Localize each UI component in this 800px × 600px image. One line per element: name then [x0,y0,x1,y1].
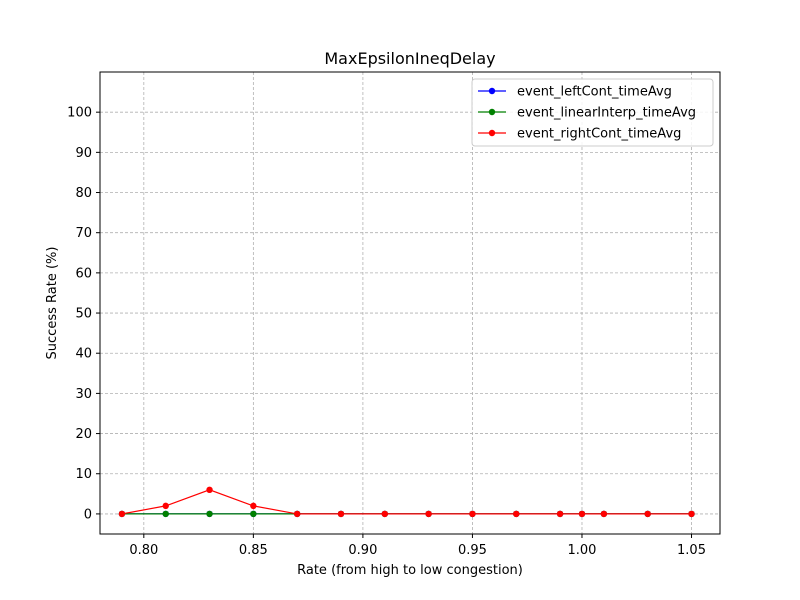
data-point [556,510,564,518]
data-point [206,486,213,494]
x-tick-label: 0.80 [129,543,158,558]
legend-marker [488,108,496,116]
y-tick-label: 60 [75,266,92,281]
y-tick-label: 40 [75,347,92,362]
x-axis: 0.80 0.85 0.90 0.95 1.00 1.05 [129,534,706,558]
data-point [162,510,169,518]
data-point [293,510,301,518]
plot-frame [99,71,721,535]
data-point [250,502,257,510]
y-tick-label: 10 [75,467,92,482]
legend-label: event_rightCont_timeAvg [517,127,681,142]
legend-entry: event_leftCont_timeAvg [478,85,672,100]
x-tick-label: 0.95 [458,543,487,558]
data-point [425,510,432,518]
data-point [600,510,608,518]
legend: event_leftCont_timeAvg event_linearInterp… [471,78,714,147]
data-point [644,510,651,518]
grid-lines [100,72,720,534]
data-point [337,510,345,518]
data-point [578,510,586,518]
y-tick-label: 20 [75,427,92,442]
legend-label: event_leftCont_timeAvg [517,85,672,100]
y-axis-label: Success Rate (%) [45,247,60,360]
data-point [162,502,169,510]
legend-marker [488,87,496,95]
y-tick-label: 50 [75,307,92,322]
x-tick-label: 0.85 [239,543,268,558]
y-tick-label: 100 [67,106,92,121]
x-tick-label: 1.05 [677,543,706,558]
legend-label: event_linearInterp_timeAvg [517,106,696,121]
data-point [381,510,389,518]
legend-entry: event_rightCont_timeAvg [478,127,681,142]
series-layer [118,486,695,518]
x-axis-label: Rate (from high to low congestion) [297,563,523,578]
y-tick-label: 80 [75,186,92,201]
series-event_rightCont_timeAvg [118,486,695,518]
y-tick-label: 70 [75,226,92,241]
y-tick-label: 30 [75,387,92,402]
x-tick-label: 0.90 [348,543,377,558]
data-point [250,510,257,518]
x-tick-label: 1.00 [568,543,597,558]
legend-marker [488,129,496,137]
data-point [118,510,126,518]
data-point [513,510,520,518]
data-point [469,510,476,518]
legend-box [471,78,714,147]
y-tick-label: 0 [84,507,92,522]
chart-title: MaxEpsilonIneqDelay [324,49,495,68]
y-tick-label: 90 [75,146,92,161]
y-axis: 0 10 20 30 40 50 60 70 80 90 100 [67,106,100,522]
data-point [206,510,213,518]
data-point [688,510,695,518]
legend-entry: event_linearInterp_timeAvg [478,106,696,121]
